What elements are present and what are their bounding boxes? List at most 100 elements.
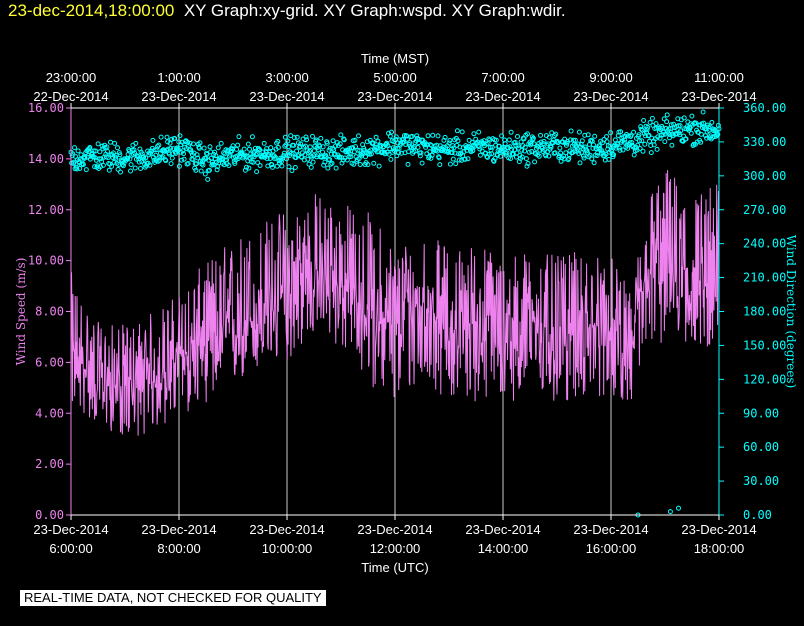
wdir-point xyxy=(491,158,497,164)
wdir-point xyxy=(638,126,644,132)
wdir-point xyxy=(594,153,600,159)
wdir-point xyxy=(115,166,121,172)
wdir-point xyxy=(479,148,485,154)
wdir-point xyxy=(261,140,267,146)
wdir-point xyxy=(678,128,684,134)
wdir-point xyxy=(278,155,284,161)
y-left-tick-label: 8.00 xyxy=(35,305,64,319)
wdir-point xyxy=(356,133,361,139)
wdir-point xyxy=(487,145,493,150)
wdir-point xyxy=(653,121,659,127)
wdir-point xyxy=(512,147,518,153)
wdir-point xyxy=(523,156,529,162)
wdir-point xyxy=(150,137,156,143)
y-left-tick-label: 10.00 xyxy=(28,254,64,268)
wdir-point xyxy=(591,142,596,148)
wdir-point xyxy=(553,131,559,137)
wdir-point xyxy=(357,162,363,167)
wdir-point xyxy=(456,157,462,163)
wdir-point xyxy=(108,139,113,145)
wdir-point xyxy=(327,157,333,162)
axis-labels: 23-Dec-2014 6:00:00 23-Dec-2014 8:00:00 23-D… xyxy=(14,51,798,575)
wdir-point xyxy=(160,154,166,160)
wdir-point xyxy=(275,145,281,150)
wdir-outlier-point xyxy=(667,509,673,515)
wdir-point xyxy=(387,133,393,139)
wdir-point xyxy=(415,144,421,150)
wdir-point xyxy=(194,152,200,158)
wdir-point xyxy=(284,156,290,162)
wdir-point xyxy=(636,132,642,138)
wdir-point xyxy=(112,140,118,146)
wdir-point xyxy=(337,141,343,147)
wdir-point xyxy=(455,138,461,144)
wdir-point xyxy=(568,128,574,134)
wdir-point xyxy=(631,129,637,135)
wdir-point xyxy=(365,162,371,168)
wdir-point xyxy=(168,145,174,151)
wdir-point xyxy=(290,150,296,156)
wdir-point xyxy=(465,156,471,162)
wdir-point xyxy=(417,153,423,159)
wdir-point xyxy=(109,163,115,169)
wdir-point xyxy=(698,131,704,137)
wdir-point xyxy=(310,133,315,139)
x-tick-label-mst-time: 7:00:00 xyxy=(481,70,524,85)
wdir-point xyxy=(558,150,563,156)
wdir-point xyxy=(155,143,161,149)
wdir-point xyxy=(313,137,319,143)
wdir-point xyxy=(341,137,347,143)
wdir-point xyxy=(637,138,642,144)
wdir-point xyxy=(576,129,582,135)
wdir-point xyxy=(513,142,519,148)
wdir-point xyxy=(323,154,329,160)
wdir-point xyxy=(413,148,419,154)
wdir-point xyxy=(536,153,542,159)
wdir-point xyxy=(645,133,651,139)
wdir-point xyxy=(83,167,89,173)
wdir-point xyxy=(418,150,424,156)
wdir-point xyxy=(581,153,586,159)
wdir-point xyxy=(250,159,256,165)
wdir-point xyxy=(591,160,597,166)
x-tick-label-utc-date: 23-Dec-2014 xyxy=(357,522,432,537)
wdir-point xyxy=(414,133,420,139)
wdir-point xyxy=(576,151,582,156)
wdir-point xyxy=(667,135,672,141)
wdir-point xyxy=(244,164,249,170)
wdir-point xyxy=(188,149,194,155)
wdir-point xyxy=(515,134,520,139)
wdir-point xyxy=(291,135,297,141)
wdir-point xyxy=(698,139,704,145)
wdir-point xyxy=(80,162,86,167)
wdir-point xyxy=(158,134,164,140)
wdir-point xyxy=(247,146,252,152)
wdir-point xyxy=(450,156,456,162)
wdir-point xyxy=(589,156,595,162)
wdir-point xyxy=(493,137,499,143)
wdir-point xyxy=(668,122,674,128)
wdir-point xyxy=(305,156,311,162)
wdir-point xyxy=(74,166,80,172)
y-right-tick-label: 0.00 xyxy=(743,508,772,522)
wdir-point xyxy=(128,168,133,174)
wdir-point xyxy=(635,142,641,148)
wdir-point xyxy=(666,126,672,132)
wdir-point xyxy=(486,151,492,157)
wdir-point xyxy=(667,132,673,138)
wdir-point xyxy=(709,119,715,125)
wdir-point xyxy=(298,141,304,147)
wdir-point xyxy=(246,165,252,171)
y-axis-label-wind-direction: Wind Direction (degrees) xyxy=(784,235,798,389)
wdir-point xyxy=(284,153,290,158)
wdir-point xyxy=(292,165,298,170)
wdir-point xyxy=(715,132,721,137)
wdir-point xyxy=(257,146,262,152)
wdir-point xyxy=(451,145,457,151)
wdir-point xyxy=(168,161,174,167)
wdir-point xyxy=(191,141,196,147)
wdir-point xyxy=(282,134,288,140)
wdir-point xyxy=(447,161,453,167)
wdir-point xyxy=(308,153,314,159)
wdir-point xyxy=(99,159,105,164)
